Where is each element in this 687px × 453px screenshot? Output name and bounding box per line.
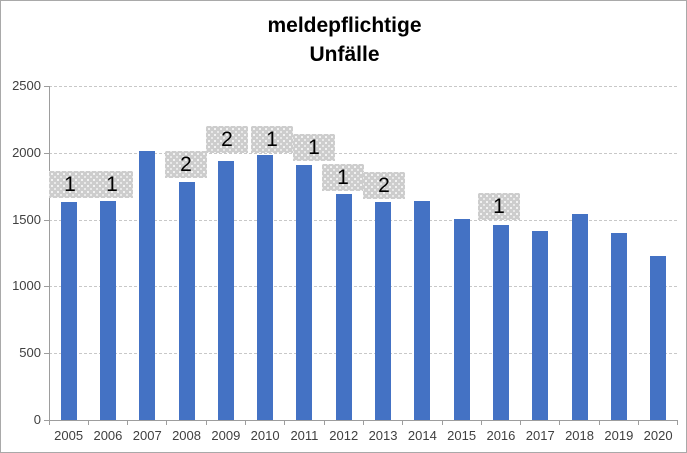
x-axis-tick — [284, 420, 286, 425]
bar-2017 — [532, 230, 549, 420]
x-axis-label-2018: 2018 — [565, 428, 594, 443]
x-axis-label-2009: 2009 — [211, 428, 241, 443]
y-axis-label: 2000 — [12, 144, 41, 160]
x-axis-label-2006: 2006 — [93, 428, 123, 443]
x-axis-tick — [205, 420, 207, 425]
y-axis-tick — [44, 353, 49, 355]
bar-2006 — [99, 200, 116, 420]
x-axis-tick — [127, 420, 129, 425]
data-label-callout-2009: 2 — [206, 126, 248, 153]
data-label-callout-2008: 2 — [165, 151, 207, 178]
data-label-callout-2010: 1 — [251, 126, 293, 153]
x-axis-label-2008: 2008 — [172, 428, 201, 443]
x-axis-tick — [559, 420, 561, 425]
x-axis-label-2014: 2014 — [407, 428, 437, 443]
x-axis-label-2020: 2020 — [643, 428, 673, 443]
data-label-callout-2016: 1 — [478, 193, 520, 220]
x-axis-tick — [87, 420, 89, 425]
y-axis-tick — [44, 152, 49, 154]
x-axis-label-2010: 2010 — [250, 428, 280, 443]
bar-2018 — [571, 213, 588, 420]
x-axis-tick — [480, 420, 482, 425]
x-axis-label-2016: 2016 — [486, 428, 516, 443]
chart-title-line2: Unfälle — [309, 43, 380, 66]
gridline-2000 — [48, 152, 678, 154]
y-axis-label: 1500 — [12, 211, 41, 227]
x-axis-tick — [362, 420, 364, 425]
bar-2013 — [375, 202, 392, 420]
bar-2016 — [492, 224, 509, 420]
y-axis-label: 0 — [33, 412, 41, 427]
x-axis-tick — [441, 420, 443, 425]
chart-title-line1: meldepflichtige — [267, 14, 422, 37]
x-axis-tick — [520, 420, 522, 425]
data-label-callout-2006: 1 — [91, 171, 133, 198]
bar-2011 — [296, 164, 313, 420]
x-axis-tick — [402, 420, 404, 425]
x-axis-tick — [166, 420, 168, 425]
gridline-1000 — [48, 286, 678, 288]
bar-2020 — [650, 255, 667, 420]
x-axis-label-2012: 2012 — [329, 428, 359, 443]
data-label-callout-2005: 1 — [49, 171, 91, 198]
x-axis-tick — [638, 420, 639, 425]
bar-2019 — [610, 232, 627, 420]
data-label-callout-2013: 2 — [363, 172, 405, 199]
y-axis-tick — [44, 420, 49, 421]
x-axis-tick — [323, 420, 325, 425]
bar-2012 — [335, 194, 352, 420]
y-axis-line — [48, 86, 50, 425]
x-axis-tick — [677, 420, 679, 425]
y-axis-tick — [44, 219, 49, 221]
y-axis-label: 2500 — [12, 78, 41, 93]
bar-2008 — [178, 181, 195, 420]
x-axis-tick — [48, 420, 50, 425]
x-axis-label-2007: 2007 — [132, 428, 162, 443]
x-axis-label-2011: 2011 — [290, 428, 319, 443]
gridline-1500 — [48, 219, 678, 221]
y-axis-label: 500 — [19, 345, 41, 361]
x-axis-tick — [598, 420, 600, 425]
data-label-callout-2011: 1 — [293, 134, 335, 161]
x-axis-label-2019: 2019 — [604, 428, 634, 443]
y-axis-tick — [44, 286, 49, 288]
bar-2007 — [139, 151, 156, 420]
y-axis-label: 1000 — [12, 278, 41, 294]
data-label-callout-2012: 1 — [322, 164, 364, 191]
x-axis-label-2013: 2013 — [368, 428, 398, 443]
bar-2015 — [453, 218, 470, 420]
y-axis-tick — [44, 86, 49, 87]
bar-2009 — [217, 160, 234, 420]
x-axis-label-2005: 2005 — [54, 428, 84, 443]
bar-2014 — [414, 200, 431, 420]
bar-2010 — [257, 154, 274, 420]
gridline-500 — [48, 353, 678, 355]
chart-title: meldepflichtige Unfälle — [1, 11, 686, 69]
x-axis-label-2015: 2015 — [447, 428, 477, 443]
gridline-2500 — [48, 86, 678, 87]
bar-2005 — [60, 202, 77, 420]
x-axis-label-2017: 2017 — [525, 428, 555, 443]
x-axis-tick — [245, 420, 246, 425]
